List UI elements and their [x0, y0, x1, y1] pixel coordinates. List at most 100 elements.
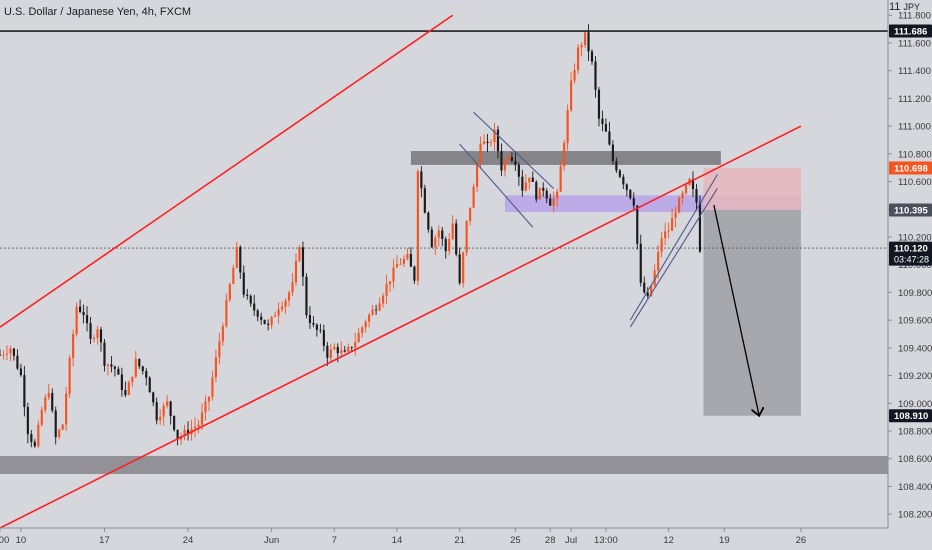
candle: [677, 195, 681, 214]
candle-body: [671, 217, 674, 231]
candle: [622, 174, 625, 190]
candle-body: [347, 346, 350, 352]
candle-body: [228, 284, 231, 300]
candle-body: [375, 309, 378, 311]
candle-body: [402, 258, 406, 264]
candle-body: [99, 329, 103, 343]
candle-body: [75, 306, 78, 335]
candle: [472, 183, 475, 208]
candle: [239, 245, 242, 279]
candle-body: [427, 212, 430, 230]
x-tick-label: 21: [454, 535, 465, 546]
price-label-box: [889, 203, 932, 217]
candle-body: [601, 118, 604, 125]
candle-body: [667, 230, 670, 232]
candle: [305, 273, 308, 319]
x-tick-label: 7: [332, 535, 337, 546]
price-label: 108.910: [894, 411, 928, 422]
candle: [58, 428, 61, 440]
candle: [479, 136, 482, 169]
candle-body: [120, 374, 123, 390]
candle: [176, 429, 179, 446]
candle: [469, 207, 472, 226]
candle: [92, 334, 96, 343]
candle: [82, 304, 85, 324]
candle-body: [538, 187, 541, 200]
candle: [618, 168, 621, 179]
x-tick-label: 19: [719, 535, 730, 546]
candle-body: [563, 143, 566, 167]
candle-body: [434, 237, 437, 248]
candle-body: [556, 191, 559, 199]
candle: [263, 319, 266, 325]
candle: [441, 226, 444, 247]
candle-body: [587, 32, 590, 52]
candle-body: [92, 337, 96, 339]
candle: [455, 219, 458, 257]
candle-body: [462, 252, 465, 284]
candle: [72, 329, 75, 367]
candle-body: [604, 124, 608, 132]
candle-body: [186, 429, 190, 435]
candle-body: [618, 170, 621, 177]
candle-body: [681, 193, 684, 199]
price-label-box: [889, 241, 932, 266]
currency-top: 11: [889, 1, 901, 13]
candle-body: [357, 333, 360, 343]
candle: [388, 281, 392, 293]
flag-lower-line: [459, 143, 534, 228]
candle: [131, 376, 134, 388]
candle-body: [406, 254, 409, 259]
candle: [96, 325, 99, 345]
candle-body: [674, 212, 677, 218]
candle-body: [239, 247, 242, 273]
candle-body: [124, 389, 127, 396]
candle-body: [615, 161, 618, 171]
candle-body: [263, 319, 266, 324]
candle: [211, 371, 214, 401]
candle: [225, 293, 228, 328]
candle-body: [646, 292, 649, 296]
candle: [576, 44, 580, 74]
candle-body: [256, 310, 259, 317]
candle: [402, 255, 406, 267]
candle-body: [204, 401, 207, 413]
candle: [51, 388, 54, 413]
x-tick-label: 17: [99, 535, 110, 546]
candle-body: [134, 358, 137, 377]
candle-body: [493, 129, 496, 143]
candle-body: [517, 164, 520, 177]
candle-body: [148, 377, 151, 393]
candle: [197, 419, 200, 434]
candle: [368, 312, 371, 328]
candle: [507, 152, 510, 164]
candle-body: [472, 186, 475, 208]
candle: [218, 332, 221, 365]
candle: [392, 259, 395, 289]
candle: [301, 241, 305, 287]
candle-body: [193, 426, 197, 429]
candle: [148, 376, 151, 393]
candle-body: [448, 239, 451, 252]
candle-body: [576, 47, 580, 70]
candle-body: [643, 282, 646, 293]
candle: [221, 322, 224, 346]
y-tick-label: 111.400: [898, 66, 931, 77]
candle: [274, 311, 277, 318]
candle-body: [312, 322, 315, 325]
candle: [448, 233, 451, 256]
candle: [573, 63, 576, 84]
candle: [350, 346, 353, 352]
candle: [587, 24, 590, 61]
wedge-upper-line: [629, 174, 718, 321]
candle-body: [660, 238, 663, 252]
candle-body: [573, 69, 576, 81]
candle-body: [336, 346, 339, 354]
candle: [246, 288, 249, 300]
candle: [0, 349, 2, 356]
candle-body: [580, 45, 583, 48]
candle: [486, 134, 489, 153]
candle: [106, 363, 110, 376]
candle-body: [152, 392, 155, 403]
